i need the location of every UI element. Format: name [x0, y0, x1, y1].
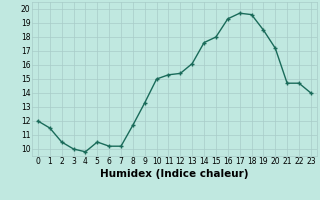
X-axis label: Humidex (Indice chaleur): Humidex (Indice chaleur): [100, 169, 249, 179]
